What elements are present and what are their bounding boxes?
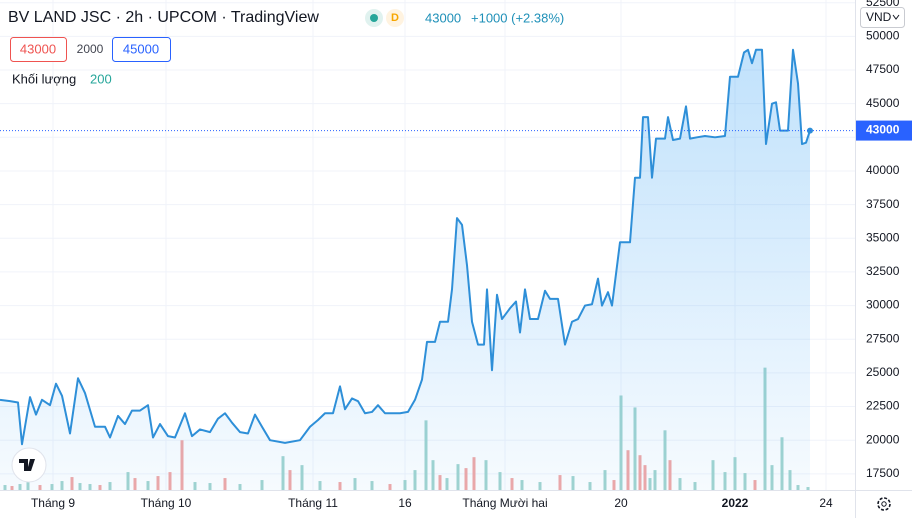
price-axis-bg <box>856 0 912 518</box>
y-tick-label: 32500 <box>866 264 900 278</box>
x-tick-label: 20 <box>614 496 628 510</box>
symbol-title: BV LAND JSC · 2h · UPCOM · TradingView <box>8 9 319 26</box>
volume-value: 200 <box>90 71 112 86</box>
delay-badge-text: D <box>391 12 399 24</box>
y-tick-label: 37500 <box>866 197 900 211</box>
settings-icon[interactable] <box>877 497 891 511</box>
x-tick-label: 16 <box>398 496 412 510</box>
settings-icon-core <box>881 501 887 507</box>
price-line <box>0 48 811 446</box>
volume-label: Khối lượng <box>12 71 76 86</box>
y-tick-label: 50000 <box>866 29 900 43</box>
time-axis-bg <box>0 491 856 518</box>
y-tick-label: 35000 <box>866 230 900 244</box>
last-price-label: 43000 <box>866 123 900 137</box>
dropdown-arrow <box>892 14 900 20</box>
sell-box[interactable] <box>10 37 67 62</box>
x-tick-label: Tháng Mười hai <box>462 496 547 510</box>
sell-price: 43000 <box>20 41 56 56</box>
y-tick-label: 47500 <box>866 62 900 76</box>
price-area <box>0 49 810 491</box>
price-change: +1000 (+2.38%) <box>471 10 564 25</box>
y-tick-label: 22500 <box>866 399 900 413</box>
x-tick-label: Tháng 11 <box>288 496 338 510</box>
market-status-dot <box>370 14 378 22</box>
x-tick-label: Tháng 10 <box>141 496 192 510</box>
x-tick-label: Tháng 9 <box>31 496 75 510</box>
y-tick-label: 27500 <box>866 331 900 345</box>
tv-logo-mark <box>19 459 35 471</box>
y-tick-label: 25000 <box>866 365 900 379</box>
x-tick-label: 24 <box>819 496 833 510</box>
x-tick-label: 2022 <box>722 496 749 510</box>
y-tick-label: 45000 <box>866 96 900 110</box>
spread: 2000 <box>77 42 104 56</box>
y-tick-label: 17500 <box>866 466 900 480</box>
y-tick-label: 40000 <box>866 163 900 177</box>
delay-badge <box>386 9 404 27</box>
last-price-badge <box>856 120 912 141</box>
y-tick-label: 30000 <box>866 298 900 312</box>
buy-price: 45000 <box>123 41 159 56</box>
buy-box[interactable] <box>112 37 171 62</box>
currency: VND <box>866 10 892 24</box>
currency-select[interactable] <box>860 7 905 28</box>
y-tick-label: 52500 <box>866 0 900 9</box>
y-tick-label: 20000 <box>866 432 900 446</box>
last-price: 43000 <box>425 10 461 25</box>
